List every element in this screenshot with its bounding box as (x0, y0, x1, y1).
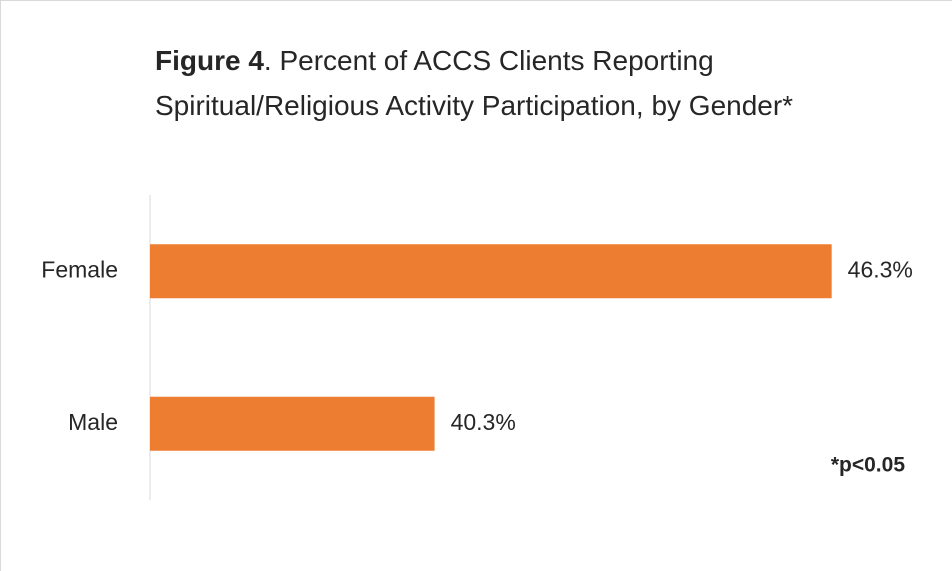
title-bold: Figure 4 (155, 45, 264, 76)
title-text: . Percent of ACCS Clients Reporting Spir… (155, 45, 794, 121)
bar (150, 396, 435, 451)
annotation: *p<0.05 (831, 454, 905, 477)
chart-title: Figure 4. Percent of ACCS Clients Report… (155, 38, 875, 128)
value-label: 40.3% (451, 409, 516, 435)
bar (150, 244, 832, 299)
category-label: Female (41, 256, 118, 282)
category-label: Male (68, 409, 118, 435)
value-label: 46.3% (848, 256, 913, 282)
